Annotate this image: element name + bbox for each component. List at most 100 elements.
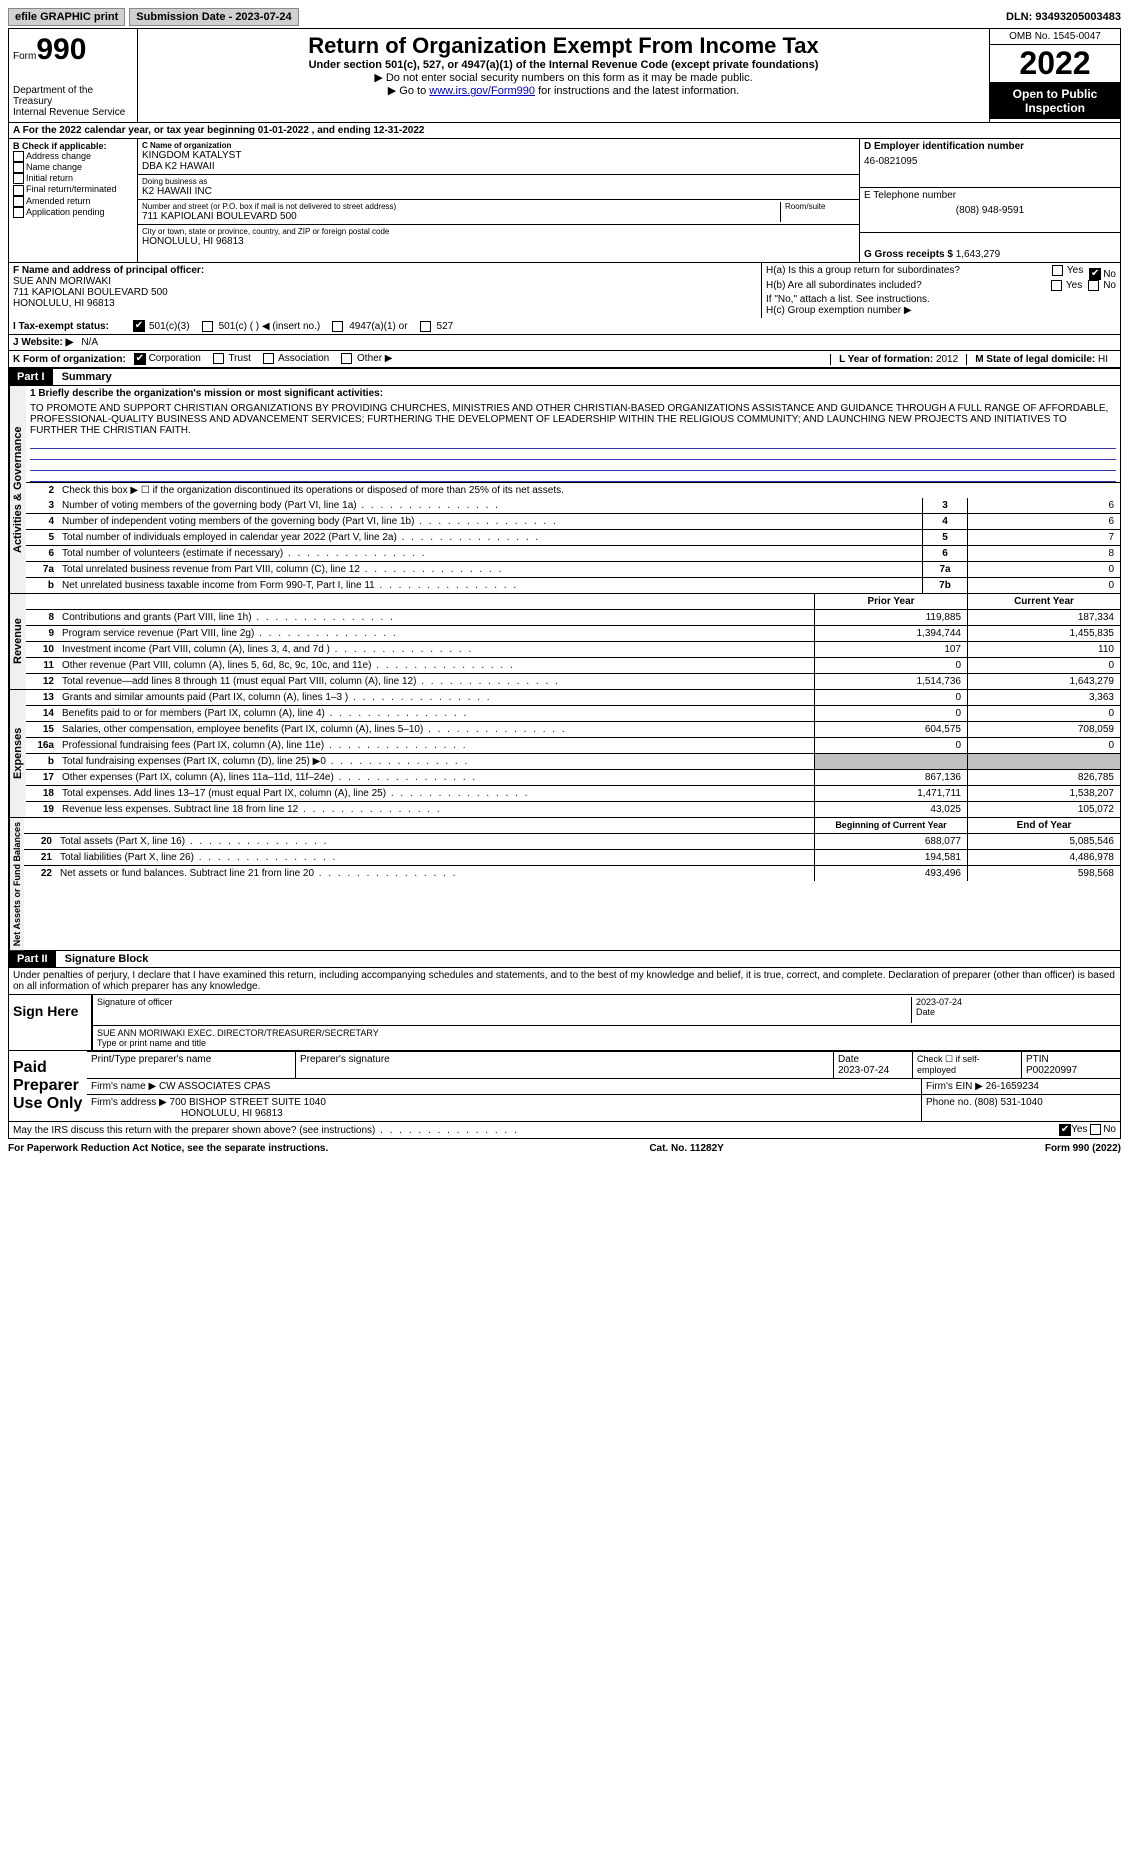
inspection-badge: Open to Public Inspection <box>990 83 1120 119</box>
cb-corp[interactable]: ✔ <box>134 353 146 365</box>
type-name-label: Type or print name and title <box>97 1038 1116 1048</box>
discuss-text: May the IRS discuss this return with the… <box>13 1125 519 1136</box>
ptin-value: P00220997 <box>1026 1065 1077 1076</box>
gross-label: G Gross receipts $ <box>864 249 953 260</box>
ha-no[interactable]: ✔ <box>1089 268 1101 280</box>
cb-501c[interactable] <box>202 321 213 332</box>
underline-2 <box>30 449 1116 460</box>
tax-year: 2022 <box>990 45 1120 83</box>
l-value: 2012 <box>936 354 958 365</box>
cb-address-change[interactable] <box>13 151 24 162</box>
efile-button[interactable]: efile GRAPHIC print <box>8 8 125 26</box>
rev-line-10: 10Investment income (Part VIII, column (… <box>26 641 1120 657</box>
row-a-text: For the 2022 calendar year, or tax year … <box>23 125 425 136</box>
discuss-no-label: No <box>1103 1124 1116 1135</box>
ha-yes[interactable] <box>1052 265 1063 276</box>
rev-line-11: 11Other revenue (Part VIII, column (A), … <box>26 657 1120 673</box>
firm-addr1: 700 BISHOP STREET SUITE 1040 <box>170 1097 326 1108</box>
no-label-2: No <box>1103 280 1116 291</box>
cb-4947[interactable] <box>332 321 343 332</box>
part2-title: Signature Block <box>59 951 155 967</box>
street-value: 711 KAPIOLANI BOULEVARD 500 <box>142 211 776 222</box>
j-label: J Website: ▶ <box>13 337 73 348</box>
line2-text: Check this box ▶ ☐ if the organization d… <box>58 483 1120 498</box>
hb-yes[interactable] <box>1051 280 1062 291</box>
gross-value: 1,643,279 <box>956 249 1001 260</box>
footer: For Paperwork Reduction Act Notice, see … <box>8 1139 1121 1154</box>
cb-assoc[interactable] <box>263 353 274 364</box>
current-year-header: Current Year <box>967 594 1120 609</box>
yes-label-2: Yes <box>1066 280 1082 291</box>
cb-527[interactable] <box>420 321 431 332</box>
m-value: HI <box>1098 354 1108 365</box>
exp-line-13: 13Grants and similar amounts paid (Part … <box>26 690 1120 705</box>
footer-left: For Paperwork Reduction Act Notice, see … <box>8 1143 328 1154</box>
cb-initial[interactable] <box>13 173 24 184</box>
hb-text: H(b) Are all subordinates included? <box>766 280 922 294</box>
firm-name: CW ASSOCIATES CPAS <box>159 1081 270 1092</box>
form-container: Form990 Department of the Treasury Inter… <box>8 28 1121 1139</box>
row-j: J Website: ▶ N/A <box>9 335 1120 351</box>
hb-no[interactable] <box>1088 280 1099 291</box>
vlabel-gov: Activities & Governance <box>9 386 26 593</box>
submission-button[interactable]: Submission Date - 2023-07-24 <box>129 8 298 26</box>
cb-trust[interactable] <box>213 353 224 364</box>
part2-header-row: Part II Signature Block <box>9 950 1120 968</box>
cb-name-change[interactable] <box>13 162 24 173</box>
form-number: 990 <box>36 33 86 66</box>
f-addr1: 711 KAPIOLANI BOULEVARD 500 <box>13 287 757 298</box>
cb-label-2: Initial return <box>26 173 73 183</box>
part1-badge: Part I <box>9 369 53 385</box>
cb-pending[interactable] <box>13 207 24 218</box>
room-label: Room/suite <box>785 202 855 211</box>
name-label: C Name of organization <box>142 141 855 150</box>
cb-amended[interactable] <box>13 196 24 207</box>
cb-other[interactable] <box>341 353 352 364</box>
part1-title: Summary <box>56 369 118 385</box>
penalty-text: Under penalties of perjury, I declare th… <box>9 968 1120 995</box>
discuss-yes[interactable]: ✔ <box>1059 1124 1071 1136</box>
gov-line-5: 5Total number of individuals employed in… <box>26 529 1120 545</box>
prep-name-header: Print/Type preparer's name <box>87 1052 296 1078</box>
activities-governance: Activities & Governance 1 Briefly descri… <box>9 386 1120 593</box>
paid-preparer-section: Paid Preparer Use Only Print/Type prepar… <box>9 1051 1120 1122</box>
cb-501c3[interactable]: ✔ <box>133 320 145 332</box>
phone-value: (808) 948-9591 <box>864 201 1116 216</box>
k-label: K Form of organization: <box>13 354 126 365</box>
rev-line-8: 8Contributions and grants (Part VIII, li… <box>26 609 1120 625</box>
sign-here-section: Sign Here Signature of officer 2023-07-2… <box>9 995 1120 1051</box>
col-d: D Employer identification number 46-0821… <box>859 139 1120 262</box>
irs-text: Internal Revenue Service <box>13 107 133 118</box>
sub3-b: for instructions and the latest informat… <box>535 85 739 97</box>
ptin-label: PTIN <box>1026 1054 1049 1065</box>
row-i: I Tax-exempt status: ✔ 501(c)(3) 501(c) … <box>9 318 1120 335</box>
discuss-row: May the IRS discuss this return with the… <box>9 1122 1120 1138</box>
dept-text: Department of the Treasury <box>13 85 133 107</box>
rev-line-12: 12Total revenue—add lines 8 through 11 (… <box>26 673 1120 689</box>
underline-3 <box>30 460 1116 471</box>
org-name-1: KINGDOM KATALYST <box>142 150 855 161</box>
irs-link[interactable]: www.irs.gov/Form990 <box>429 85 535 97</box>
firm-addr2: HONOLULU, HI 96813 <box>91 1108 283 1119</box>
hb-note: If "No," attach a list. See instructions… <box>766 294 1116 305</box>
opt-other: Other ▶ <box>357 354 392 365</box>
street-label: Number and street (or P.O. box if mail i… <box>142 202 776 211</box>
opt-assoc: Association <box>278 354 329 365</box>
prep-phone-label: Phone no. <box>926 1097 972 1108</box>
opt-501c: 501(c) ( ) ◀ (insert no.) <box>219 321 321 332</box>
sign-here-label: Sign Here <box>9 995 87 1050</box>
gov-line-7a: 7aTotal unrelated business revenue from … <box>26 561 1120 577</box>
subtitle-2: Do not enter social security numbers on … <box>142 71 985 84</box>
vlabel-net: Net Assets or Fund Balances <box>9 818 24 950</box>
cb-label-5: Application pending <box>26 207 105 217</box>
i-label: I Tax-exempt status: <box>13 321 133 332</box>
gov-line-b: bNet unrelated business taxable income f… <box>26 577 1120 593</box>
discuss-no[interactable] <box>1090 1124 1101 1135</box>
exp-line-b: bTotal fundraising expenses (Part IX, co… <box>26 753 1120 769</box>
row-k: K Form of organization: ✔ Corporation Tr… <box>9 351 1120 368</box>
yes-label: Yes <box>1067 265 1083 276</box>
cb-final[interactable] <box>13 185 24 196</box>
col-f: F Name and address of principal officer:… <box>9 263 762 318</box>
eoy-header: End of Year <box>967 818 1120 833</box>
section-fh: F Name and address of principal officer:… <box>9 262 1120 318</box>
